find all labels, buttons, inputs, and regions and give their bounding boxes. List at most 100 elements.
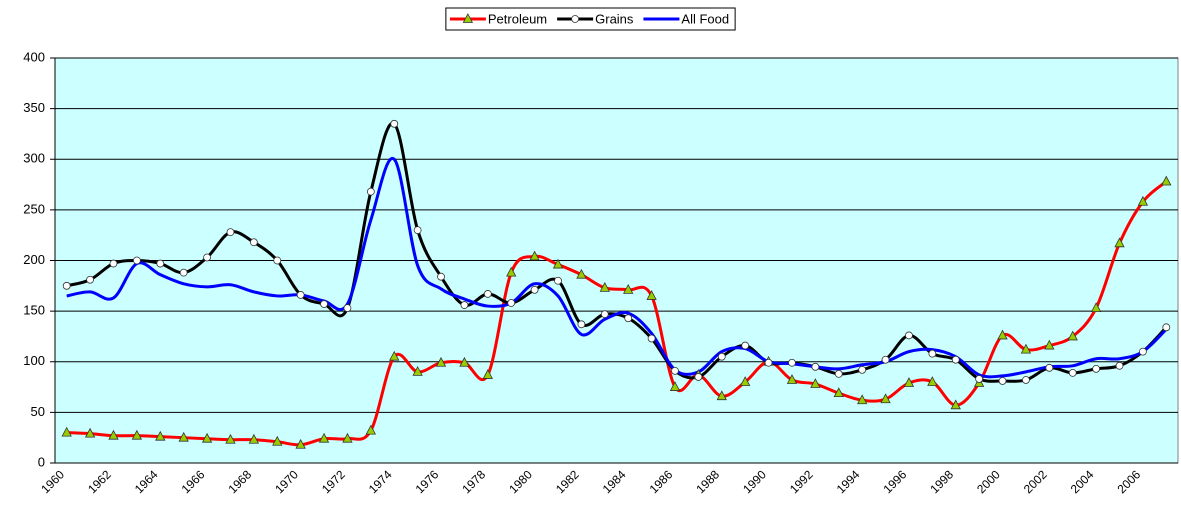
data-point	[201, 432, 213, 443]
data-point	[905, 331, 913, 340]
data-point	[740, 376, 751, 386]
data-point	[671, 366, 679, 375]
legend-label: Petroleum	[488, 11, 547, 26]
data-point	[437, 272, 445, 281]
y-tick-label: 350	[23, 100, 45, 115]
data-point	[1045, 363, 1054, 372]
x-tick-label: 1988	[693, 467, 722, 496]
x-tick-label: 1984	[600, 467, 629, 496]
data-point	[203, 253, 211, 262]
data-point	[881, 355, 890, 364]
data-point	[178, 431, 189, 442]
data-point	[530, 285, 539, 294]
data-point	[413, 226, 422, 235]
data-point	[132, 256, 141, 265]
data-point	[320, 300, 328, 308]
data-point	[84, 427, 96, 438]
x-tick-label: 1974	[366, 467, 395, 496]
data-point	[108, 429, 119, 440]
data-point	[552, 258, 564, 269]
data-point	[131, 429, 143, 440]
data-point	[225, 433, 236, 444]
data-point	[647, 334, 656, 343]
legend: Petroleum Grains All Food	[445, 7, 736, 31]
legend-marker	[462, 13, 474, 23]
data-point	[61, 426, 72, 437]
data-point	[998, 377, 1007, 385]
data-point	[997, 329, 1008, 340]
data-point	[786, 374, 798, 384]
y-tick-label: 100	[23, 353, 45, 368]
legend-item: All Food	[643, 11, 729, 26]
data-point	[694, 373, 703, 381]
data-point	[624, 314, 633, 323]
data-point	[716, 390, 727, 401]
x-tick-label: 1960	[38, 467, 67, 496]
x-tick-label: 1968	[225, 467, 254, 496]
legend-item: Petroleum	[449, 11, 547, 26]
data-point	[1115, 361, 1124, 370]
data-point	[554, 276, 562, 285]
data-point	[460, 301, 469, 309]
data-point	[856, 394, 868, 405]
data-point	[834, 369, 843, 378]
y-tick-label: 0	[38, 454, 45, 469]
data-point	[951, 355, 960, 364]
data-point	[811, 362, 820, 371]
data-point	[342, 432, 353, 443]
data-point	[272, 435, 283, 446]
data-point	[529, 250, 540, 261]
x-tick-label: 2002	[1021, 467, 1050, 496]
data-point	[810, 378, 821, 388]
y-tick-label: 400	[23, 49, 45, 64]
x-tick-label: 1972	[319, 467, 348, 496]
data-point	[717, 352, 726, 361]
data-point	[390, 119, 399, 128]
data-point	[483, 290, 492, 298]
x-tick-label: 2004	[1068, 467, 1097, 496]
data-point	[273, 256, 282, 265]
data-point	[389, 350, 400, 361]
data-point	[1114, 237, 1125, 248]
data-point	[318, 432, 330, 443]
y-tick-label: 250	[23, 201, 45, 216]
data-point	[249, 238, 258, 247]
data-point	[1161, 175, 1172, 186]
x-tick-label: 1992	[787, 467, 816, 496]
x-tick-label: 1980	[506, 467, 535, 496]
data-point	[741, 341, 750, 350]
x-tick-label: 1966	[179, 467, 208, 496]
data-point	[599, 281, 610, 292]
data-point	[506, 266, 517, 277]
data-point	[646, 290, 657, 300]
legend-label: Grains	[595, 11, 634, 26]
data-point	[1137, 195, 1149, 206]
data-point	[928, 349, 937, 358]
data-point	[1068, 368, 1077, 377]
x-tick-label: 2000	[974, 467, 1003, 496]
data-point	[576, 268, 587, 279]
data-point	[86, 275, 94, 284]
y-tick-label: 300	[23, 151, 45, 166]
data-point	[833, 387, 844, 398]
data-point	[927, 376, 938, 386]
data-point	[788, 358, 796, 367]
x-tick-label: 1964	[132, 467, 161, 496]
series-line	[66, 156, 1168, 379]
data-point	[880, 393, 891, 404]
data-point	[366, 187, 375, 196]
x-tick-label: 2006	[1114, 467, 1143, 496]
data-point	[903, 377, 915, 387]
data-point	[669, 381, 681, 391]
legend-marker	[571, 15, 580, 23]
data-point	[1162, 323, 1171, 332]
data-point	[950, 399, 961, 410]
legend-item: Grains	[557, 11, 634, 26]
data-point	[507, 299, 516, 307]
data-point	[482, 369, 493, 379]
data-point	[577, 320, 586, 329]
x-tick-label: 1990	[740, 467, 769, 496]
data-point	[155, 430, 166, 441]
